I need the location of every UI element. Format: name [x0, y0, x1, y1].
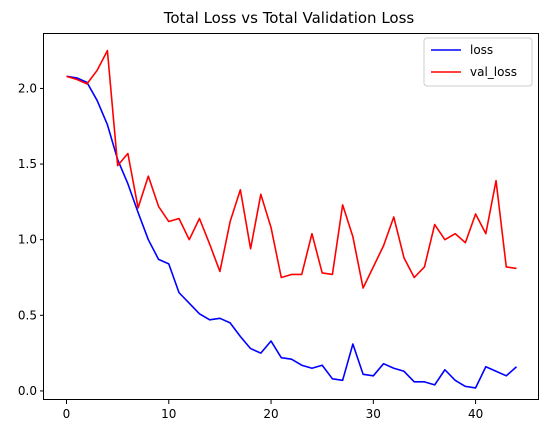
x-tick-label: 0 [63, 407, 71, 421]
y-tick-label: 1.0 [18, 233, 37, 247]
y-tick-label: 0.5 [18, 308, 37, 322]
y-tick-label: 2.0 [18, 81, 37, 95]
legend-label-val-loss: val_loss [470, 65, 517, 79]
x-tick-label: 20 [263, 407, 278, 421]
legend: loss val_loss [423, 37, 533, 87]
series-line-loss [66, 75, 518, 389]
x-tick-label: 10 [161, 407, 176, 421]
plot-area [66, 49, 518, 389]
legend-label-loss: loss [470, 43, 493, 57]
y-axis: 0.0 0.5 1.0 1.5 2.0 [18, 81, 44, 398]
x-tick-label: 30 [366, 407, 381, 421]
y-tick-label: 0.0 [18, 384, 37, 398]
series-line-val-loss [66, 49, 517, 289]
x-axis: 0 10 20 30 40 [63, 400, 483, 421]
y-tick-label: 1.5 [18, 157, 37, 171]
x-tick-label: 40 [468, 407, 483, 421]
chart-title: Total Loss vs Total Validation Loss [163, 9, 415, 27]
axes-frame [43, 33, 539, 400]
